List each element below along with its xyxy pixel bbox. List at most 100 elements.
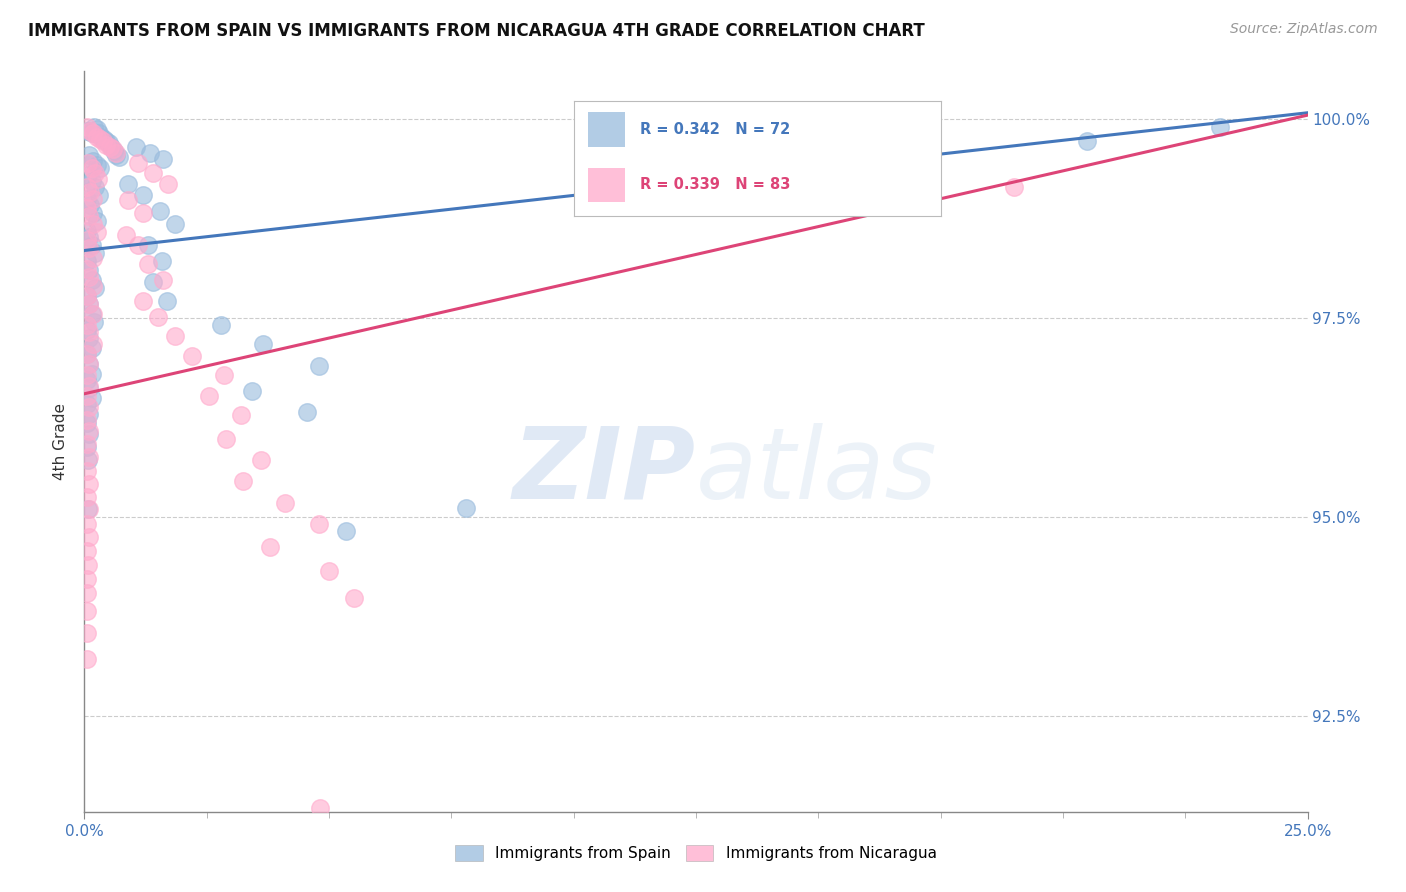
Point [149, 203, 172, 218]
Text: atlas: atlas [696, 423, 938, 520]
Point [77, 476, 100, 491]
Point [212, 368, 235, 383]
Point [77, 407, 100, 421]
Point [82, 273, 104, 287]
Point [76, 586, 98, 600]
Point [77, 502, 100, 516]
Point [77, 453, 100, 467]
Point [80, 367, 103, 381]
Point [97, 136, 120, 150]
Point [76, 604, 98, 618]
Point [76, 124, 98, 138]
Point [93, 132, 115, 146]
Point [107, 150, 129, 164]
Point [232, 475, 254, 489]
Point [82, 336, 104, 351]
Point [82, 238, 104, 252]
Point [86, 225, 108, 239]
Point [84, 179, 107, 194]
Point [274, 496, 297, 510]
Point [150, 253, 173, 268]
Point [76, 202, 98, 216]
Point [229, 409, 252, 423]
Point [80, 391, 103, 405]
Point [76, 347, 98, 361]
Point [101, 142, 124, 156]
Point [80, 127, 103, 141]
Point [79, 198, 101, 212]
Text: Source: ZipAtlas.com: Source: ZipAtlas.com [1230, 22, 1378, 37]
Point [146, 310, 169, 324]
Point [77, 230, 100, 244]
Point [82, 206, 104, 220]
Point [87, 127, 110, 141]
Point [132, 206, 155, 220]
Point [80, 342, 103, 356]
Point [117, 178, 139, 192]
Point [127, 156, 149, 170]
Point [77, 148, 100, 162]
Point [76, 572, 98, 586]
Point [103, 144, 125, 158]
Point [76, 397, 98, 411]
Point [77, 269, 100, 284]
Point [80, 174, 103, 188]
Point [76, 368, 98, 383]
Point [76, 289, 98, 303]
Point [132, 293, 155, 308]
Point [132, 187, 155, 202]
Point [454, 500, 477, 515]
Point [163, 217, 186, 231]
Point [82, 153, 104, 168]
Point [87, 171, 110, 186]
Point [86, 214, 108, 228]
Point [82, 307, 104, 321]
Point [139, 145, 162, 160]
Point [76, 289, 98, 303]
Point [86, 121, 108, 136]
Point [77, 357, 100, 371]
Point [252, 336, 274, 351]
Point [240, 384, 263, 399]
Point [117, 194, 139, 208]
Point [215, 432, 238, 446]
Point [77, 241, 100, 255]
Point [295, 405, 318, 419]
Point [308, 359, 330, 373]
Point [318, 564, 340, 578]
Point [89, 132, 111, 146]
Point [76, 318, 98, 332]
Point [77, 558, 100, 572]
Point [77, 168, 100, 182]
Point [259, 541, 281, 555]
Point [127, 238, 149, 252]
Point [209, 318, 232, 332]
Point [636, 161, 658, 176]
Point [76, 179, 98, 194]
Point [77, 326, 100, 340]
Point [77, 379, 100, 393]
Point [77, 357, 100, 371]
Point [77, 502, 100, 516]
Point [76, 223, 98, 237]
Point [76, 652, 98, 666]
Point [142, 276, 165, 290]
Point [79, 186, 101, 200]
Point [76, 625, 98, 640]
Point [77, 124, 100, 138]
Point [76, 261, 98, 276]
Point [152, 152, 174, 166]
Point [77, 209, 100, 223]
Point [82, 127, 104, 141]
Point [84, 281, 107, 295]
Point [80, 307, 103, 321]
Point [76, 192, 98, 206]
Point [76, 253, 98, 268]
Point [198, 389, 221, 403]
Point [309, 801, 332, 815]
Point [77, 263, 100, 277]
Point [90, 129, 112, 144]
Point [76, 120, 98, 134]
Point [76, 347, 98, 361]
Point [77, 381, 100, 395]
